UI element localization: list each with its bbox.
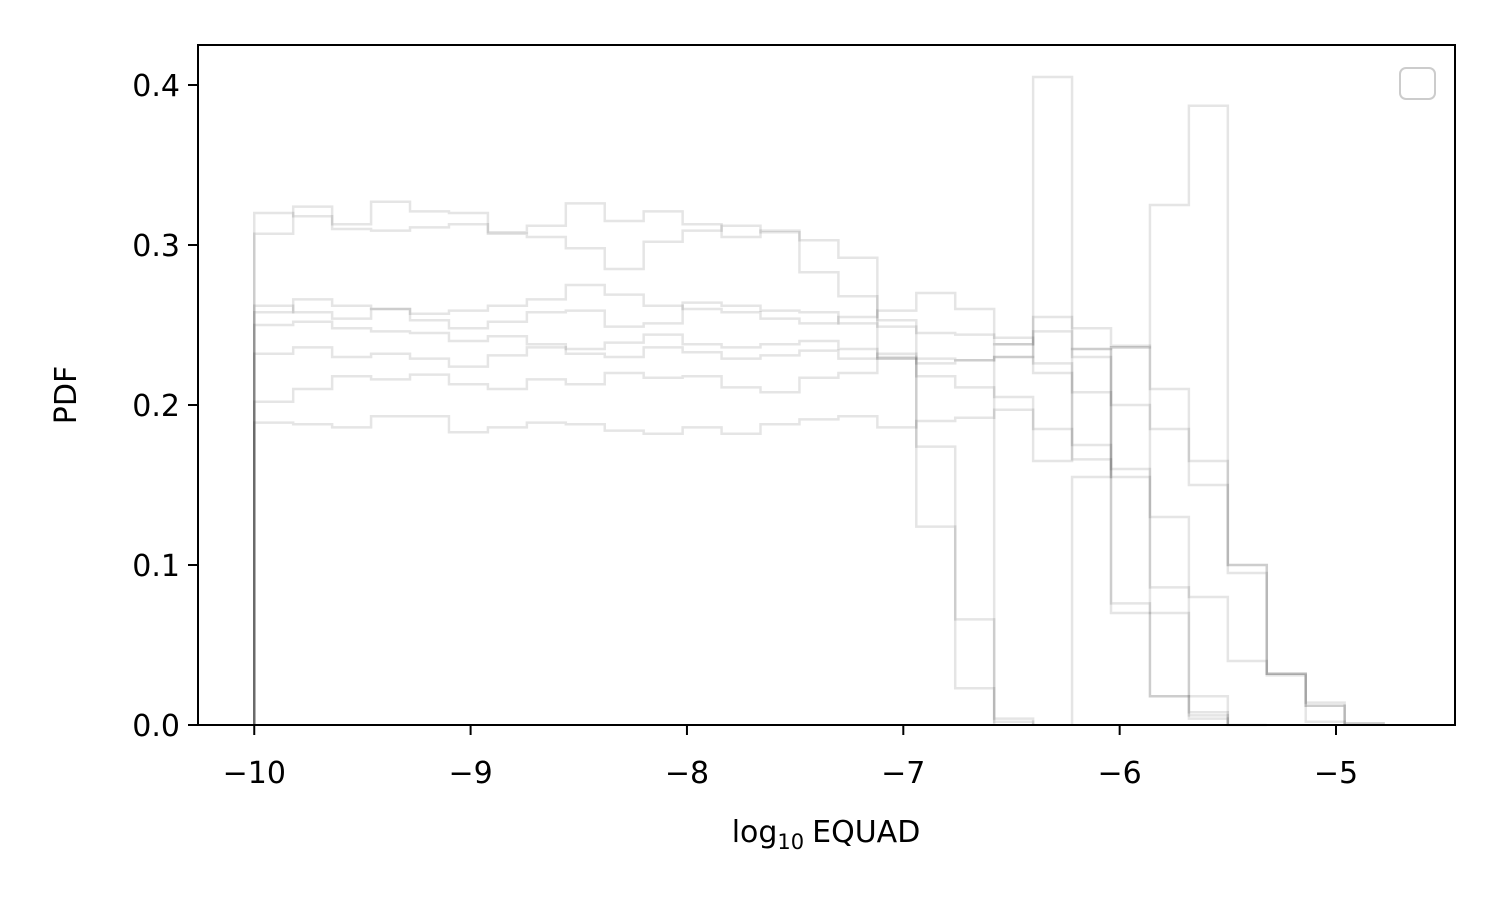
- histogram-series-2: [253, 200, 1035, 725]
- plot-frame: [197, 44, 1456, 726]
- histogram-series-9: [992, 75, 1267, 727]
- series-layer: [253, 75, 1385, 727]
- histogram-series-4: [253, 298, 1230, 725]
- y-tick-label: 0.4: [132, 69, 180, 104]
- x-axis-label-suffix: EQUAD: [812, 815, 920, 850]
- histogram-series-6: [253, 346, 1230, 725]
- x-tick-label: −6: [1098, 756, 1142, 791]
- x-axis-label-subscript: 10: [777, 830, 804, 854]
- histogram-series-8: [253, 408, 1385, 725]
- y-axis-label: PDF: [49, 366, 84, 424]
- x-tick-label: −10: [223, 756, 286, 791]
- x-axis-label-prefix: log: [732, 815, 778, 850]
- x-tick-label: −5: [1314, 756, 1358, 791]
- histogram-series-1: [253, 202, 1035, 725]
- y-tick-label: 0.2: [132, 389, 180, 424]
- y-axis-ticks: 0.0 0.1 0.2 0.3 0.4: [132, 69, 198, 744]
- x-axis-ticks: −10 −9 −8 −7 −6 −5: [223, 725, 1358, 791]
- y-tick-label: 0.1: [132, 549, 180, 584]
- histogram-series-3: [253, 283, 1230, 725]
- histogram-series-10: [1070, 104, 1346, 725]
- y-tick-label: 0.3: [132, 229, 180, 264]
- x-tick-label: −9: [448, 756, 492, 791]
- y-tick-label: 0.0: [132, 709, 180, 744]
- histogram-series-5: [253, 315, 1346, 725]
- x-tick-label: −8: [665, 756, 709, 791]
- x-tick-label: −7: [881, 756, 925, 791]
- histogram-series-7: [253, 346, 1385, 725]
- legend-box: [1399, 67, 1436, 100]
- x-axis-label: log10 EQUAD: [732, 815, 921, 854]
